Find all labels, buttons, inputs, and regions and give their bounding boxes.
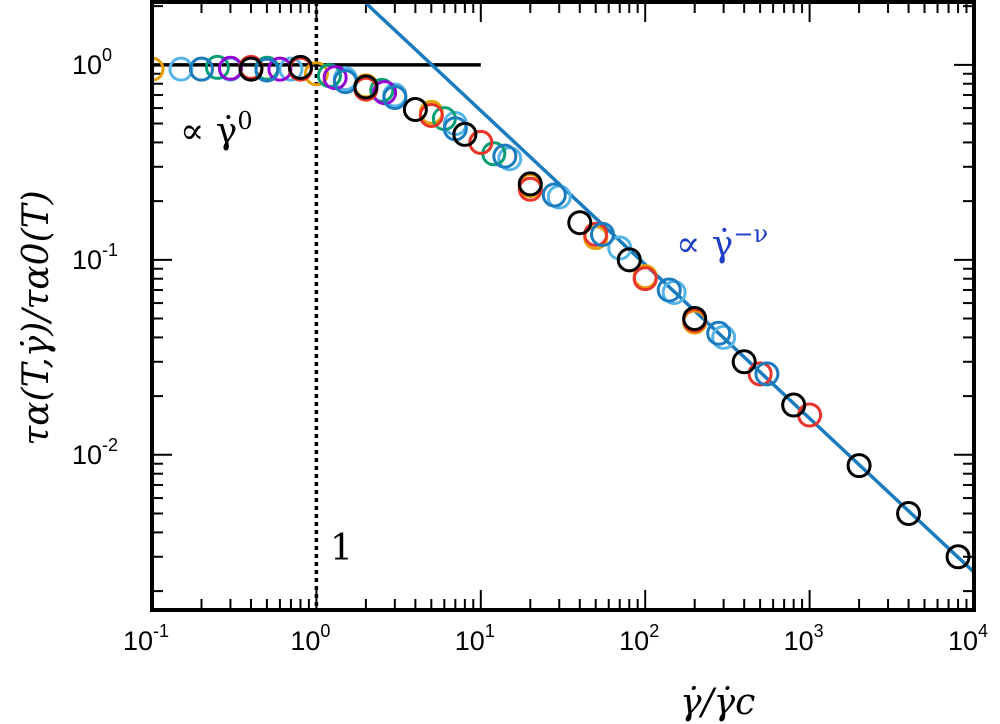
x-tick-label: 101 [455,621,495,656]
x-tick-label: 104 [948,621,988,656]
data-point [217,55,243,81]
data-point [382,84,408,110]
data-point [468,129,494,155]
data-point [754,361,780,387]
data-point [656,277,682,303]
data-point [152,56,165,82]
data-point [706,320,732,346]
data-point [797,402,823,428]
data-point [492,143,518,169]
data-point [711,324,737,350]
data-point [353,74,379,100]
x-tick-label: 100 [290,621,330,656]
data-point [781,392,807,418]
x-axis-label: γ̇/γ̇c [680,682,755,723]
data-point [418,102,444,128]
reference-line-label: 1 [330,528,353,569]
data-point [278,56,304,82]
y-tick-label: 10-1 [72,240,118,275]
data-point [541,182,567,208]
annotation-power-law: ∝ γ̇−ν [676,220,768,265]
data-point [369,77,395,103]
data-point [567,210,593,236]
data-points [152,54,971,570]
data-point [402,97,428,123]
data-point [731,349,757,375]
data-point [896,501,922,527]
data-point [682,306,708,332]
tick-labels: 10-1 100 101 102 103 104 100 10-1 10-2 [72,45,988,656]
data-point [517,171,543,197]
data-point [846,453,872,479]
data-point [632,266,658,292]
x-tick-label: 103 [784,621,824,656]
data-point [204,54,230,80]
y-axis-label: τα(T,γ̇)/τα0(T) [16,190,57,445]
data-point [303,61,329,87]
data-point [254,57,280,83]
data-point [188,56,214,82]
axis-ticks [151,2,974,610]
data-point [747,361,773,387]
data-point [238,56,264,82]
plot-frame [150,0,976,612]
x-tick-label: 10-1 [123,621,169,656]
data-point [590,221,616,247]
fit-line-power-law [362,2,974,574]
data-point [452,121,478,147]
annotation-flat: ∝ γ̇0 [180,107,253,152]
y-tick-label: 10-2 [72,435,118,470]
data-point [945,544,971,570]
data-point [287,54,313,80]
data-point [583,221,609,247]
x-tick-label: 102 [619,621,659,656]
data-point [616,247,642,273]
data-point [168,56,194,82]
fit-lines [152,2,974,610]
y-tick-label: 100 [72,45,112,80]
